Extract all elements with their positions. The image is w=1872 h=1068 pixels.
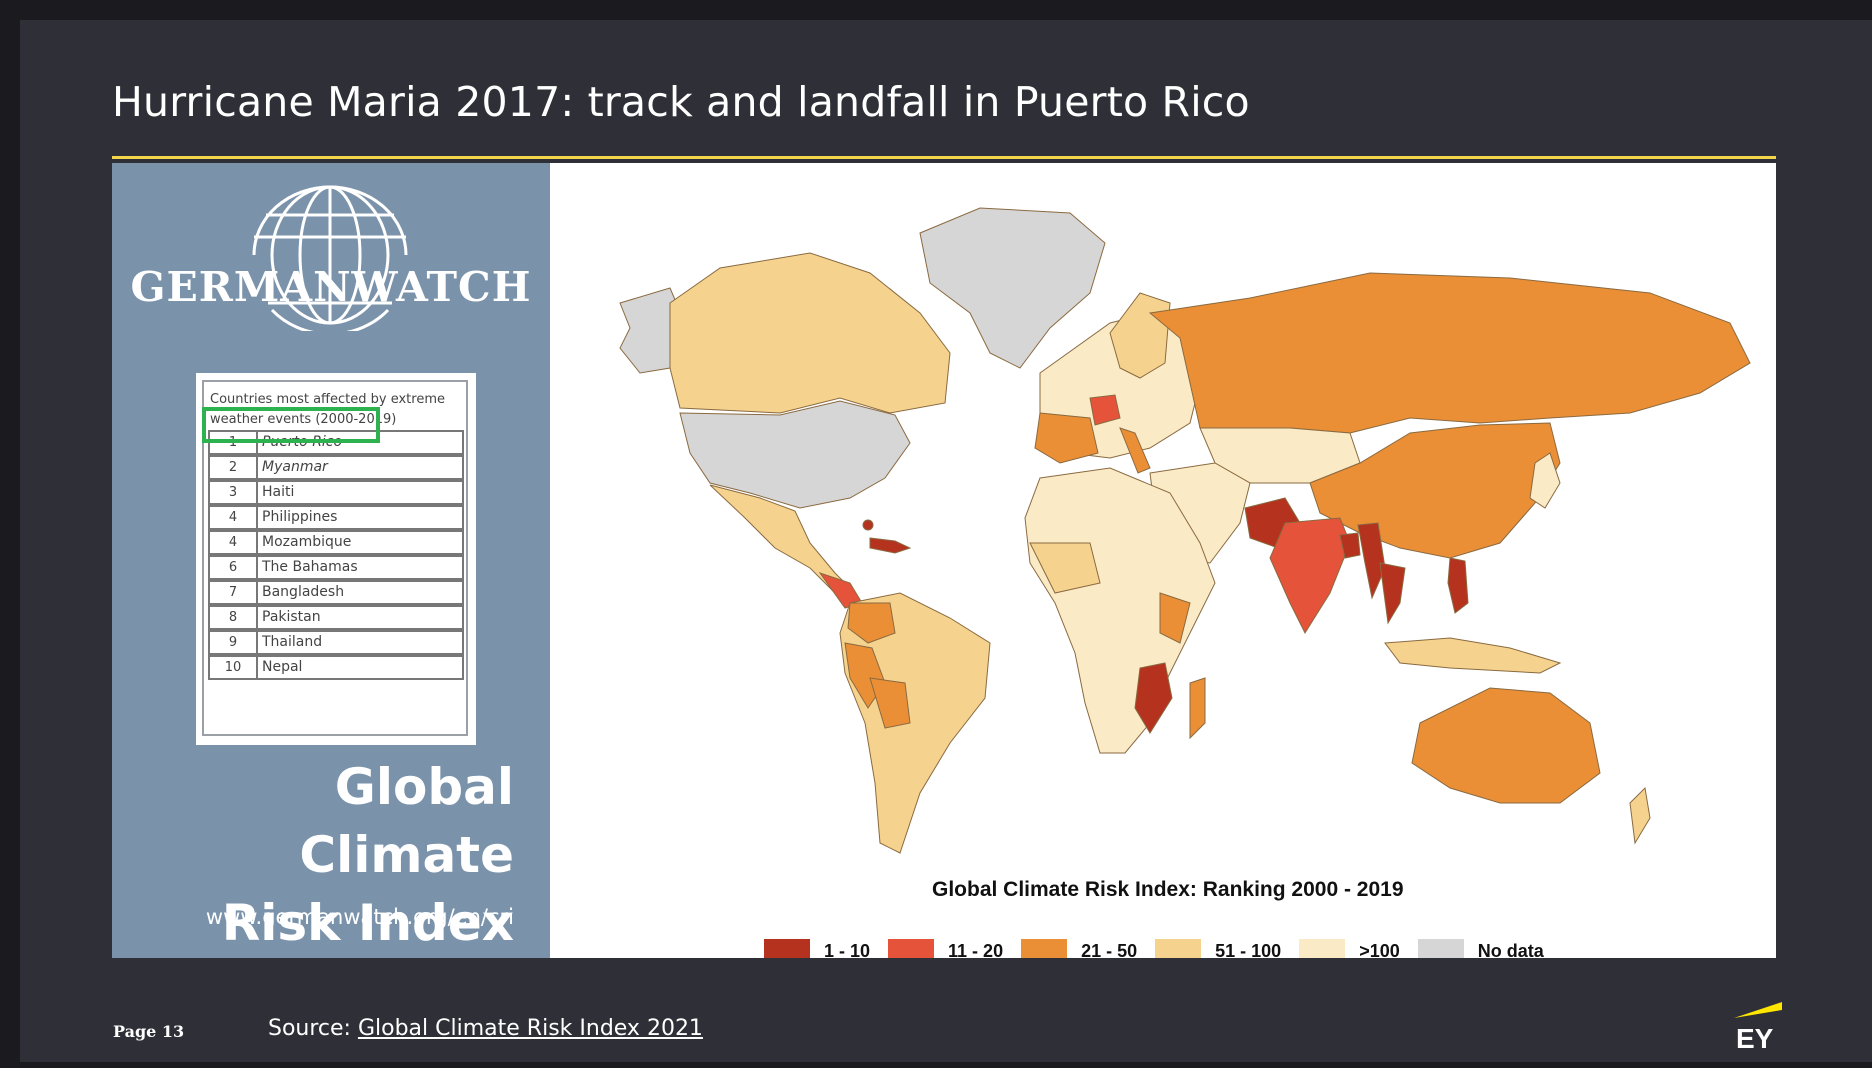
ranking-table: Countries most affected by extreme weath… [196,373,476,745]
ranking-country: Pakistan [262,609,321,625]
title-divider [112,156,1776,159]
map-region-canada [669,252,951,414]
slide: Hurricane Maria 2017: track and landfall… [20,20,1872,1062]
map-region-south-america [839,592,991,854]
ranking-rank: 10 [210,657,258,678]
ranking-rank: 4 [210,532,258,553]
source-note: Source: Global Climate Risk Index 2021 [268,1016,703,1041]
map-region-alaska [619,287,686,374]
ranking-row: 2 Myanmar [208,455,464,480]
ranking-row: 10 Nepal [208,655,464,680]
ranking-rank: 2 [210,457,258,478]
map-region-bahamas [862,519,874,531]
index-title: Global Climate Risk Index [112,753,514,957]
map-region-italy [1119,427,1151,474]
ranking-table-title: Countries most affected by extreme weath… [210,392,445,427]
legend-swatch [1417,939,1464,958]
ey-logo-beam [1734,1002,1782,1018]
ranking-row: 6 The Bahamas [208,555,464,580]
map-region-indonesia [1384,637,1562,674]
map-region-madagascar [1189,677,1206,740]
ranking-rank: 9 [210,632,258,653]
ranking-row: 4 Philippines [208,505,464,530]
legend-swatch [1155,939,1202,958]
map-region-australia [1411,687,1601,804]
map-region-mozambique [1134,662,1173,734]
page-number: Page 13 [113,1022,185,1041]
ranking-country: Thailand [262,634,323,650]
map-region-germany [1089,394,1121,426]
legend-item: 11 - 20 [888,939,1003,958]
map-title: Global Climate Risk Index: Ranking 2000 … [932,878,1404,901]
map-region-philippines [1447,557,1469,614]
ranking-rank: 3 [210,482,258,503]
globe-icon [252,185,408,331]
ranking-row: 9 Thailand [208,630,464,655]
ranking-country: Myanmar [262,459,328,475]
map-region-greenland [919,207,1106,369]
ey-logo: EY [1734,1002,1782,1052]
world-risk-map [619,207,1751,854]
legend-swatch [1021,939,1068,958]
map-region-africa [1024,467,1216,754]
legend-item: 51 - 100 [1155,939,1281,958]
ranking-country: Mozambique [262,534,352,550]
map-region-india [1269,517,1351,635]
ranking-country: The Bahamas [262,559,358,575]
source-prefix: Source: [268,1016,358,1041]
slide-title: Hurricane Maria 2017: track and landfall… [112,78,1250,126]
legend-swatch [764,939,810,958]
map-region-russia [1148,272,1751,439]
legend-label: 51 - 100 [1215,940,1282,959]
ranking-rank: 4 [210,507,258,528]
map-region-bangladesh [1339,532,1361,559]
map-region-east-africa [1159,592,1191,644]
map-region-bolivia [869,677,911,729]
germanwatch-logo-text: GERMANWATCH [130,263,532,311]
legend-label: >100 [1359,940,1400,959]
map-region-colombia [847,602,896,644]
map-region-japan [1529,452,1561,509]
ranking-country: Philippines [262,509,338,525]
puerto-rico-highlight [202,407,380,443]
germanwatch-url: www.germanwatch.org/en/cri [205,905,514,929]
map-region-new-zealand [1629,786,1651,845]
map-region-west-africa [1029,542,1101,594]
map-legend: 1 - 10 11 - 20 21 - 50 51 - 100 >100 No data [764,939,1562,958]
index-title-line2: Risk Index [221,894,514,952]
legend-item: No data [1417,939,1544,959]
ranking-rank: 6 [210,557,258,578]
legend-label: 11 - 20 [948,940,1004,959]
source-link[interactable]: Global Climate Risk Index 2021 [357,1016,703,1041]
legend-swatch [1299,939,1346,958]
map-region-thailand [1379,562,1406,625]
legend-item: 21 - 50 [1021,939,1137,958]
ranking-country: Haiti [262,484,295,500]
map-region-myanmar [1357,522,1386,600]
germanwatch-panel: GERMANWATCH Countries most affected by e… [112,163,550,958]
ranking-row: 4 Mozambique [208,530,464,555]
infographic-image: GERMANWATCH Countries most affected by e… [112,163,1776,958]
ranking-country: Bangladesh [262,584,345,600]
map-region-scandinavia [1109,292,1171,379]
ranking-rank: 7 [210,582,258,603]
ranking-row: 8 Pakistan [208,605,464,630]
legend-item: >100 [1299,939,1400,958]
ranking-rank: 8 [210,607,258,628]
ey-logo-text: EY [1736,1023,1774,1052]
legend-swatch [888,939,935,958]
legend-label: 21 - 50 [1081,940,1138,959]
ranking-row: 3 Haiti [208,480,464,505]
legend-label: 1 - 10 [824,940,871,959]
ranking-row: 7 Bangladesh [208,580,464,605]
map-region-caribbean [869,537,912,554]
legend-item: 1 - 10 [764,939,870,958]
ranking-country: Nepal [262,659,303,675]
map-region-usa [679,400,911,509]
index-title-line1: Global Climate [299,758,514,884]
ranking-table-frame: Countries most affected by extreme weath… [202,380,468,736]
map-region-france-spain [1034,412,1099,464]
legend-label: No data [1477,940,1544,959]
